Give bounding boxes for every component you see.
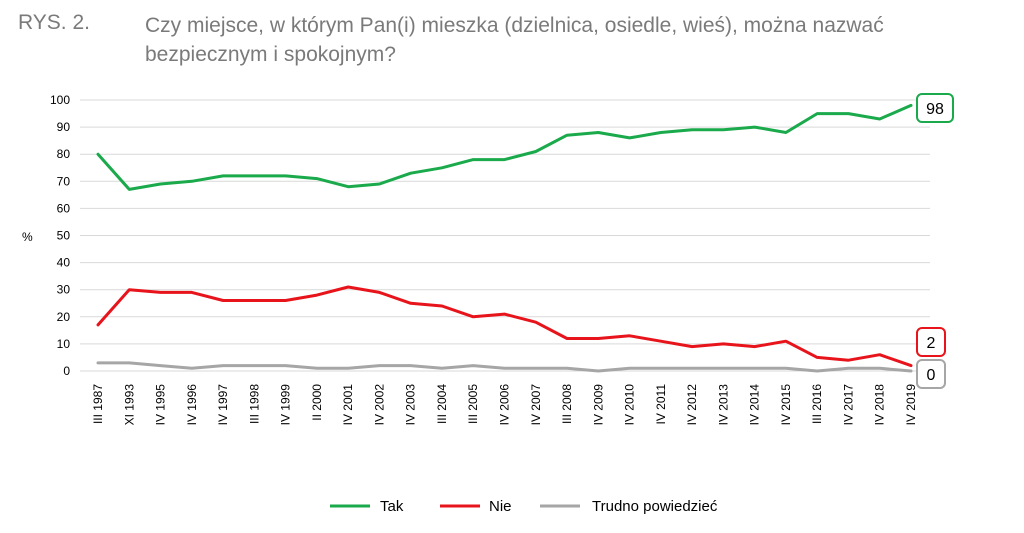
x-tick-label: III 1987 xyxy=(91,384,105,424)
y-tick-label: 20 xyxy=(57,310,71,324)
y-axis-label: % xyxy=(22,230,33,244)
x-tick-label: IV 2013 xyxy=(716,384,730,426)
x-tick-label: IV 2014 xyxy=(748,384,762,426)
x-tick-label: III 2004 xyxy=(435,384,449,424)
x-tick-label: IV 2002 xyxy=(372,384,386,426)
x-tick-label: XI 1993 xyxy=(122,384,136,426)
legend-label: Nie xyxy=(489,498,512,515)
x-tick-label: IV 2019 xyxy=(904,384,918,426)
x-tick-label: IV 2006 xyxy=(498,384,512,426)
series-lines xyxy=(96,103,913,373)
x-tick-label: IV 2015 xyxy=(779,384,793,426)
legend-label: Tak xyxy=(380,498,404,515)
y-tick-label: 0 xyxy=(63,364,70,378)
x-tick-label: IV 1997 xyxy=(216,384,230,426)
x-tick-label: IV 2017 xyxy=(841,384,855,426)
x-tick-label: III 1998 xyxy=(247,384,261,424)
series-line-1 xyxy=(96,285,913,368)
gridlines xyxy=(80,99,930,372)
x-tick-label: IV 1995 xyxy=(154,384,168,426)
x-tick-label: IV 2009 xyxy=(591,384,605,426)
x-tick-label: IV 2001 xyxy=(341,384,355,426)
y-tick-label: 70 xyxy=(57,174,71,188)
legend-item-1: Nie xyxy=(440,498,512,515)
y-tick-label: 40 xyxy=(57,256,71,270)
legend-item-2: Trudno powiedzieć xyxy=(540,498,718,515)
x-tick-label: IV 2018 xyxy=(873,384,887,426)
x-axis-ticks: III 1987 XI 1993 IV 1995 IV 1996 IV 1997 III … xyxy=(91,384,918,426)
chart-title: Czy miejsce, w którym Pan(i) mieszka (dz… xyxy=(145,14,884,66)
y-axis-ticks: 0 10 20 30 40 50 60 70 80 90 100 xyxy=(50,93,70,378)
end-label-2: 0 xyxy=(916,359,946,389)
x-tick-label: III 2005 xyxy=(466,384,480,424)
x-tick-label: IV 2012 xyxy=(685,384,699,426)
y-tick-label: 60 xyxy=(57,201,71,215)
svg-text:98: 98 xyxy=(926,101,944,118)
svg-text:0: 0 xyxy=(927,367,936,384)
x-tick-label: IV 2011 xyxy=(654,384,668,425)
end-label-0: 98 xyxy=(916,93,954,123)
x-tick-label: IV 2003 xyxy=(404,384,418,426)
end-label-1: 2 xyxy=(916,327,946,357)
end-labels: 98 2 0 xyxy=(916,93,954,389)
figure-number: RYS. 2. xyxy=(18,11,90,34)
x-tick-label: III 2016 xyxy=(810,384,824,424)
x-tick-label: IV 2007 xyxy=(529,384,543,426)
legend-label: Trudno powiedzieć xyxy=(592,498,718,515)
y-tick-label: 100 xyxy=(50,93,70,107)
y-tick-label: 10 xyxy=(57,337,71,351)
svg-text:2: 2 xyxy=(927,335,936,352)
y-tick-label: 50 xyxy=(57,229,71,243)
series-line-2 xyxy=(96,361,913,373)
x-tick-label: IV 1999 xyxy=(279,384,293,426)
y-tick-label: 30 xyxy=(57,283,71,297)
y-tick-label: 90 xyxy=(57,120,71,134)
x-tick-label: III 2008 xyxy=(560,384,574,424)
series-line-0 xyxy=(96,103,913,191)
x-tick-label: II 2000 xyxy=(310,384,324,421)
legend: Tak Nie Trudno powiedzieć xyxy=(330,498,718,515)
y-tick-label: 80 xyxy=(57,147,71,161)
x-tick-label: IV 2010 xyxy=(623,384,637,426)
legend-item-0: Tak xyxy=(330,498,404,515)
x-tick-label: IV 1996 xyxy=(185,384,199,426)
